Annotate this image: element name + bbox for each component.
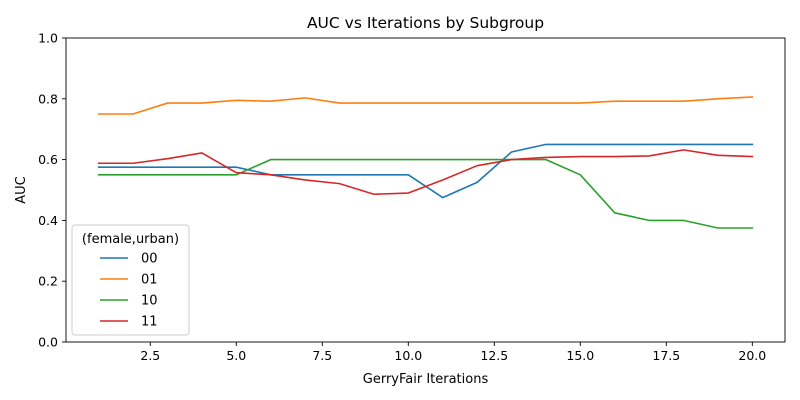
legend: (female,urban) 00 01 10 11 [71,224,190,336]
x-tick-label: 15.0 [566,348,594,363]
y-tick-label: 0.2 [38,274,58,289]
x-tick-label: 10.0 [394,348,422,363]
y-tick-label: 0.0 [38,335,58,350]
axes-layer: 2.5 5.0 7.5 10.0 12.5 15.0 17.5 20.0 0.0 0.2 0.4 0.… [38,31,786,363]
legend-frame [71,224,190,336]
x-tick-label: 5.0 [226,348,246,363]
legend-label-01: 01 [141,273,158,288]
series-layer [97,96,754,229]
y-axis-label: AUC [14,176,29,204]
chart-title: AUC vs Iterations by Subgroup [307,14,544,32]
y-tick-label: 0.4 [38,213,58,228]
legend-label-00: 00 [141,252,158,267]
legend-label-11: 11 [141,315,158,330]
series-line-10 [97,158,754,229]
x-tick-label: 12.5 [480,348,508,363]
x-tick-label: 7.5 [312,348,332,363]
x-tick-label: 2.5 [140,348,160,363]
x-tick-label: 17.5 [652,348,680,363]
x-axis-label: GerryFair Iterations [363,372,489,387]
series-line-11 [97,149,754,196]
y-tick-label: 0.8 [38,91,58,106]
x-tick-label: 20.0 [738,348,766,363]
legend-title: (female,urban) [82,232,179,247]
legend-label-10: 10 [141,294,158,309]
y-tick-label: 0.6 [38,152,58,167]
series-line-01 [97,96,754,115]
y-tick-label: 1.0 [38,31,58,46]
plot-frame [65,37,786,343]
